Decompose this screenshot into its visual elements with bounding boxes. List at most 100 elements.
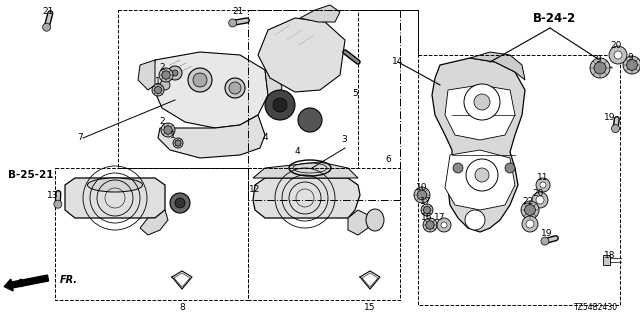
Circle shape [164, 126, 172, 134]
Circle shape [168, 66, 182, 80]
Text: FR.: FR. [60, 275, 78, 285]
Text: TZ54B2430: TZ54B2430 [574, 303, 618, 312]
Text: 2: 2 [159, 117, 165, 126]
Circle shape [193, 73, 207, 87]
Polygon shape [253, 178, 360, 218]
Circle shape [541, 237, 549, 245]
Text: 2: 2 [159, 63, 165, 73]
Polygon shape [470, 52, 525, 80]
Polygon shape [158, 115, 265, 158]
Polygon shape [258, 18, 345, 92]
Polygon shape [432, 58, 525, 232]
Text: 4: 4 [262, 133, 268, 142]
Polygon shape [140, 210, 168, 235]
Text: 13: 13 [47, 190, 59, 199]
Text: 5: 5 [352, 89, 358, 98]
Circle shape [54, 200, 62, 208]
Text: 9: 9 [627, 52, 633, 61]
Circle shape [173, 138, 183, 148]
Circle shape [159, 68, 173, 82]
Circle shape [453, 163, 463, 173]
Circle shape [521, 201, 539, 219]
Text: 9: 9 [595, 55, 601, 65]
Circle shape [225, 78, 245, 98]
Polygon shape [300, 5, 340, 22]
Circle shape [627, 60, 637, 70]
Circle shape [172, 70, 178, 76]
Text: 17: 17 [420, 197, 432, 206]
Circle shape [152, 84, 164, 96]
Circle shape [475, 168, 489, 182]
Circle shape [175, 140, 181, 146]
Polygon shape [253, 162, 358, 178]
Text: 18: 18 [604, 251, 616, 260]
Text: 20: 20 [532, 188, 544, 197]
FancyArrow shape [4, 275, 49, 291]
Text: 22: 22 [522, 197, 534, 206]
Circle shape [623, 56, 640, 74]
Circle shape [536, 196, 544, 204]
Text: 17: 17 [435, 213, 445, 222]
Circle shape [265, 90, 295, 120]
Circle shape [536, 178, 550, 192]
Circle shape [175, 198, 185, 208]
Polygon shape [348, 210, 368, 235]
Circle shape [474, 94, 490, 110]
Circle shape [421, 204, 433, 216]
Circle shape [590, 58, 610, 78]
Text: 19: 19 [604, 114, 616, 123]
Ellipse shape [88, 178, 143, 192]
Circle shape [273, 98, 287, 112]
Text: 12: 12 [250, 186, 260, 195]
Circle shape [526, 220, 534, 228]
Circle shape [228, 19, 237, 27]
Text: 6: 6 [385, 156, 391, 164]
Text: 8: 8 [179, 303, 185, 313]
Text: 10: 10 [416, 183, 428, 193]
Polygon shape [265, 70, 282, 100]
Circle shape [614, 51, 622, 59]
Text: 1: 1 [155, 77, 161, 86]
Text: B-24-2: B-24-2 [533, 12, 577, 25]
Circle shape [505, 163, 515, 173]
Bar [603, 255, 610, 265]
Polygon shape [445, 150, 515, 210]
Text: 14: 14 [392, 58, 404, 67]
Circle shape [188, 68, 212, 92]
Circle shape [540, 182, 546, 188]
Circle shape [437, 218, 451, 232]
Circle shape [154, 86, 162, 93]
Text: B-25-21: B-25-21 [8, 170, 54, 180]
Circle shape [423, 218, 437, 232]
Text: 16: 16 [421, 213, 433, 222]
Text: 20: 20 [611, 41, 621, 50]
Text: 4: 4 [294, 148, 300, 156]
Text: 19: 19 [541, 228, 553, 237]
Text: 3: 3 [341, 135, 347, 145]
Circle shape [464, 84, 500, 120]
Text: 1: 1 [170, 131, 176, 140]
Circle shape [466, 159, 498, 191]
Circle shape [525, 204, 536, 215]
Polygon shape [65, 178, 165, 218]
Circle shape [229, 82, 241, 94]
Circle shape [43, 23, 51, 31]
Polygon shape [445, 85, 515, 140]
Circle shape [424, 206, 431, 214]
Circle shape [532, 192, 548, 208]
Circle shape [161, 123, 175, 137]
Circle shape [522, 216, 538, 232]
Circle shape [609, 46, 627, 64]
Circle shape [298, 108, 322, 132]
Circle shape [170, 193, 190, 213]
Ellipse shape [366, 209, 384, 231]
Circle shape [426, 221, 434, 229]
Circle shape [160, 80, 170, 90]
Circle shape [441, 222, 447, 228]
Circle shape [162, 71, 170, 79]
Polygon shape [152, 52, 268, 128]
Polygon shape [138, 60, 155, 90]
Circle shape [465, 210, 485, 230]
Circle shape [611, 124, 620, 132]
Text: 7: 7 [77, 133, 83, 142]
